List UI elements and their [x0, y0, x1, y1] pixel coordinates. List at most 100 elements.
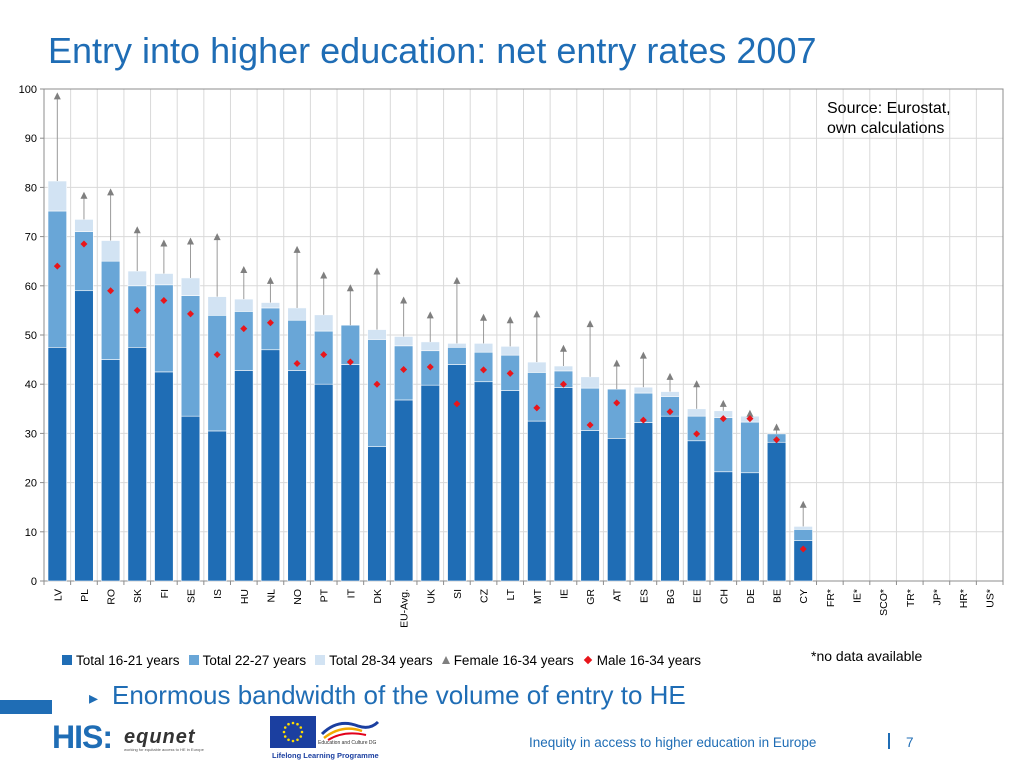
x-category-label: SE [186, 589, 198, 603]
female-marker [799, 500, 807, 508]
bar-total-16-21 [180, 415, 201, 582]
female-marker [400, 296, 408, 304]
bar-total-16-21 [74, 290, 94, 582]
bar-total-16-21 [340, 364, 360, 582]
female-marker [80, 191, 88, 199]
male-marker [719, 415, 727, 423]
key-message: Enormous bandwidth of the volume of entr… [112, 680, 686, 710]
education-culture-dg-label: Education and Culture DG [318, 740, 377, 746]
bar-total-28-34 [447, 343, 467, 348]
bar-total-22-27 [527, 372, 547, 422]
legend-label-female: Female 16-34 years [453, 652, 574, 668]
legend-label-22-27: Total 22-27 years [202, 652, 307, 668]
bar-total-16-21 [580, 430, 600, 582]
bar-total-28-34 [553, 365, 574, 372]
source-note-line-2: own calculations [827, 120, 945, 137]
female-marker [533, 310, 541, 318]
male-marker [266, 319, 274, 327]
x-category-label: US* [985, 589, 997, 608]
equnet-logo-word: equnet [124, 726, 196, 748]
x-category-label: ES [638, 589, 650, 603]
x-category-label: IE* [851, 589, 863, 603]
y-tick-label: 50 [25, 330, 37, 342]
bar-total-28-34 [367, 329, 387, 340]
x-category-label: JP* [931, 589, 943, 605]
female-marker [240, 266, 248, 274]
bar-total-28-34 [47, 180, 67, 212]
page-number: 7 [906, 735, 914, 750]
male-marker [320, 351, 328, 359]
bar-total-16-21 [420, 384, 440, 582]
x-category-label: NO [292, 589, 304, 605]
plot-border [43, 88, 1004, 582]
male-marker [213, 351, 221, 359]
male-marker [799, 545, 807, 553]
female-marker [746, 409, 754, 417]
x-category-label: EU-Avg. [399, 589, 411, 628]
male-marker [586, 421, 594, 429]
bar-total-22-27 [713, 417, 733, 473]
bar-total-28-34 [154, 273, 174, 286]
x-category-label: BG [665, 589, 677, 604]
female-marker [773, 423, 781, 431]
legend-swatch-28-34 [315, 655, 326, 665]
x-category-label: HU [239, 589, 251, 604]
x-category-label: MT [532, 588, 544, 604]
x-category-label: UK [425, 589, 437, 604]
eu-flag-star [296, 722, 299, 726]
x-category-label: NL [265, 589, 277, 603]
bar-total-28-34 [234, 298, 254, 312]
bar-total-16-21 [766, 441, 787, 582]
female-marker [719, 399, 727, 407]
eu-flag-star [296, 738, 299, 742]
female-marker [293, 245, 301, 253]
female-marker [453, 276, 461, 284]
bar-total-16-21 [447, 364, 467, 582]
eu-flag-star [291, 721, 295, 725]
eu-flag-star [299, 726, 303, 729]
eu-flag-star [299, 735, 303, 738]
bar-total-16-21 [100, 359, 121, 582]
legend-swatch-16-21 [62, 655, 72, 665]
legend-item-28-34: Total 28-34 years [315, 653, 433, 668]
male-marker [400, 365, 408, 373]
bar-total-28-34 [527, 361, 547, 373]
bar-total-22-27 [47, 210, 67, 348]
bar-total-28-34 [793, 526, 813, 530]
female-marker [53, 92, 61, 100]
female-marker [639, 351, 647, 359]
eu-flag-star [283, 726, 287, 729]
male-marker [187, 310, 195, 318]
bar-total-28-34 [500, 346, 520, 356]
bar-total-16-21 [633, 422, 653, 582]
male-marker [613, 399, 621, 407]
female-marker [666, 372, 674, 380]
female-marker [160, 239, 168, 247]
y-tick-label: 30 [25, 428, 37, 440]
equnet-logo: equnet working for equitable access to H… [124, 727, 204, 752]
x-category-label: CY [798, 589, 810, 604]
male-marker [346, 358, 354, 366]
male-marker [506, 369, 514, 377]
female-marker [213, 233, 221, 241]
female-marker [693, 380, 701, 388]
bar-total-22-27 [100, 260, 121, 360]
male-marker [666, 408, 674, 416]
x-category-label: SI [452, 589, 464, 599]
legend-label-16-21: Total 16-21 years [76, 652, 180, 668]
bar-total-16-21 [553, 387, 574, 582]
male-marker [373, 380, 381, 388]
bar-total-22-27 [207, 315, 227, 432]
male-marker [426, 363, 434, 371]
female-marker [586, 320, 594, 328]
bar-total-16-21 [607, 438, 627, 582]
bar-total-28-34 [394, 336, 414, 347]
bar-total-16-21 [207, 430, 227, 582]
female-marker [426, 311, 434, 319]
x-category-label: CH [718, 589, 730, 604]
male-marker [480, 366, 488, 374]
x-category-label: FI [159, 589, 171, 598]
bar-total-16-21 [660, 415, 680, 582]
bar-total-16-21 [234, 370, 254, 582]
female-marker [107, 188, 115, 196]
